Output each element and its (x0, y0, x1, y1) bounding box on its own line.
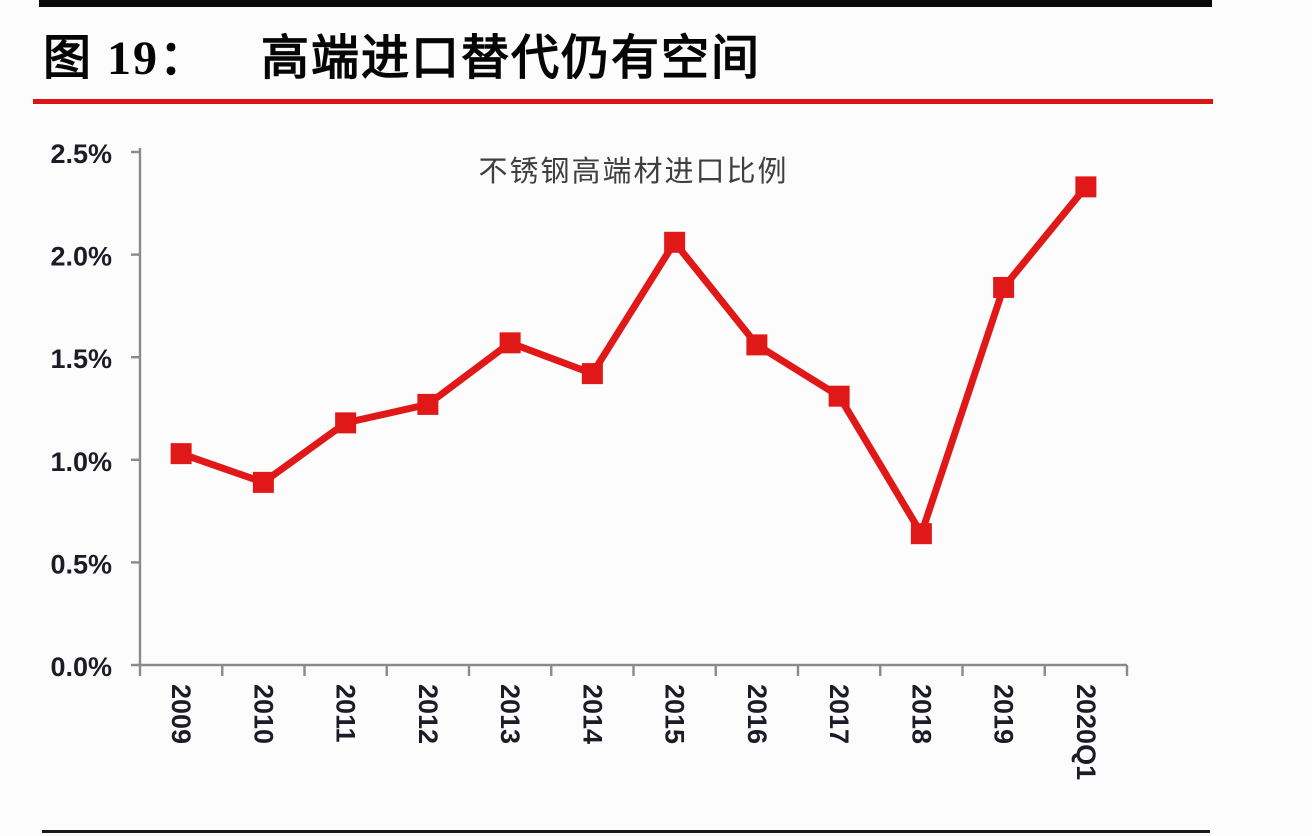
data-point-2019 (993, 276, 1015, 298)
y-tick-label: 1.0% (50, 447, 112, 477)
data-point-2017 (828, 385, 850, 407)
figure-caption-text: 高端进口替代仍有空间 (261, 32, 762, 85)
x-tick-label: 2013 (495, 684, 525, 744)
chart-title: 不锈钢高端材进口比例 (478, 156, 789, 188)
top-divider (39, 0, 1212, 7)
figure-number: 图 19： (43, 32, 210, 85)
data-point-2013 (499, 332, 521, 354)
data-point-2011 (335, 412, 357, 434)
x-tick-label: 2011 (331, 684, 361, 743)
series-line (179, 184, 1089, 543)
y-tick-label: 0.0% (50, 652, 112, 682)
x-tick-label: 2018 (906, 684, 936, 744)
data-point-2012 (417, 393, 439, 415)
data-point-2009 (170, 443, 192, 465)
y-tick-label: 0.5% (50, 549, 112, 579)
x-tick-label: 2016 (742, 684, 772, 744)
x-tick-label: 2019 (989, 684, 1019, 744)
figure-caption: 图 19： 高端进口替代仍有空间 (43, 18, 761, 88)
data-point-2016 (746, 334, 768, 356)
data-point-2020Q1 (1075, 176, 1097, 198)
data-point-2018 (910, 523, 932, 545)
data-point-2014 (581, 363, 603, 385)
y-tick-label: 2.0% (50, 242, 112, 272)
x-tick-label: 2015 (660, 684, 690, 744)
x-tick-label: 2010 (248, 684, 278, 744)
data-point-2010 (252, 471, 274, 493)
x-tick-label: 2014 (577, 684, 607, 744)
bottom-divider (42, 830, 1210, 833)
red-divider (33, 99, 1213, 104)
y-tick-label: 2.5% (50, 139, 112, 169)
x-tick-label: 2012 (413, 684, 443, 744)
x-tick-label: 2009 (166, 684, 196, 744)
x-tick-label: 2017 (824, 684, 854, 744)
x-tick-label: 2020Q1 (1071, 684, 1101, 780)
y-tick-label: 1.5% (50, 344, 112, 374)
data-point-2015 (664, 231, 686, 253)
